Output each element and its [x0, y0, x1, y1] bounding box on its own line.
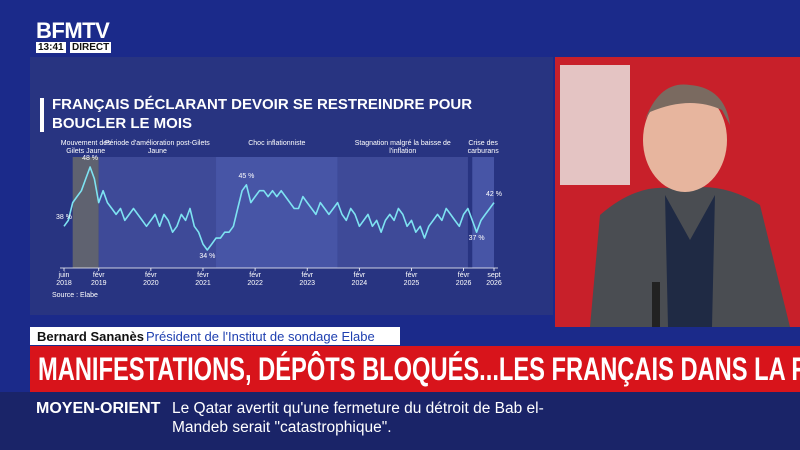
studio-guest	[555, 57, 800, 327]
period-band	[337, 157, 468, 268]
period-band	[72, 157, 99, 268]
period-band	[98, 157, 217, 268]
data-label: 42 %	[486, 190, 502, 198]
period-band	[472, 157, 494, 268]
data-line	[63, 166, 495, 251]
chart-plot	[60, 157, 498, 271]
period-label: Crise des carburans	[467, 140, 499, 155]
x-tick-label: févr 2025	[403, 272, 420, 287]
guest-name: Bernard Sananès	[37, 329, 144, 344]
microphone	[652, 282, 660, 327]
chart-title: FRANÇAIS DÉCLARANT DEVOIR SE RESTREINDRE…	[52, 96, 473, 132]
guest-role: Président de l'Institut de sondage Elabe	[146, 329, 375, 344]
data-label: 37 %	[468, 235, 485, 243]
x-tick-label: févr 2019	[90, 272, 107, 287]
x-tick-label: juin 2018	[56, 272, 72, 287]
name-bar	[30, 327, 400, 345]
x-tick-label: févr 2021	[195, 272, 211, 287]
clock: 13:41	[36, 42, 66, 53]
period-label: Stagnation malgré la baisse de l'inflati…	[354, 140, 451, 155]
ticker-topic: MOYEN-ORIENT	[36, 400, 161, 417]
title-accent	[40, 98, 44, 132]
x-tick-label: févr 2020	[143, 272, 159, 287]
ticker-text: Le Qatar avertit qu'une fermeture du dét…	[172, 400, 544, 436]
x-tick-label: févr 2023	[299, 272, 315, 287]
data-label: 34 %	[199, 253, 216, 260]
ticker	[0, 392, 800, 450]
x-tick-label: févr 2026	[455, 272, 472, 287]
period-label: Choc inflationniste	[248, 140, 306, 147]
source: Source : Elabe	[52, 292, 98, 299]
channel-logo: BFMTV	[36, 18, 110, 43]
headline: MANIFESTATIONS, DÉPÔTS BLOQUÉS...LES FRA…	[38, 351, 800, 387]
period-label: Mouvement des Gilets Jaune	[60, 140, 111, 155]
headline-band	[30, 346, 800, 392]
studio-logo	[560, 65, 630, 185]
data-label: 45 %	[238, 172, 255, 180]
face	[643, 88, 727, 192]
shirt	[665, 195, 715, 327]
x-tick-label: févr 2024	[351, 272, 368, 287]
data-label: 48 %	[82, 155, 99, 162]
data-label: 38 %	[56, 214, 72, 222]
period-label: Période d'amélioration post-Gilets Jaune	[104, 140, 210, 155]
x-tick-label: févr 2022	[247, 272, 263, 287]
x-tick-label: sept 2026	[486, 272, 502, 287]
period-band	[216, 157, 338, 268]
live-badge: DIRECT	[70, 42, 112, 53]
hair	[645, 84, 730, 125]
